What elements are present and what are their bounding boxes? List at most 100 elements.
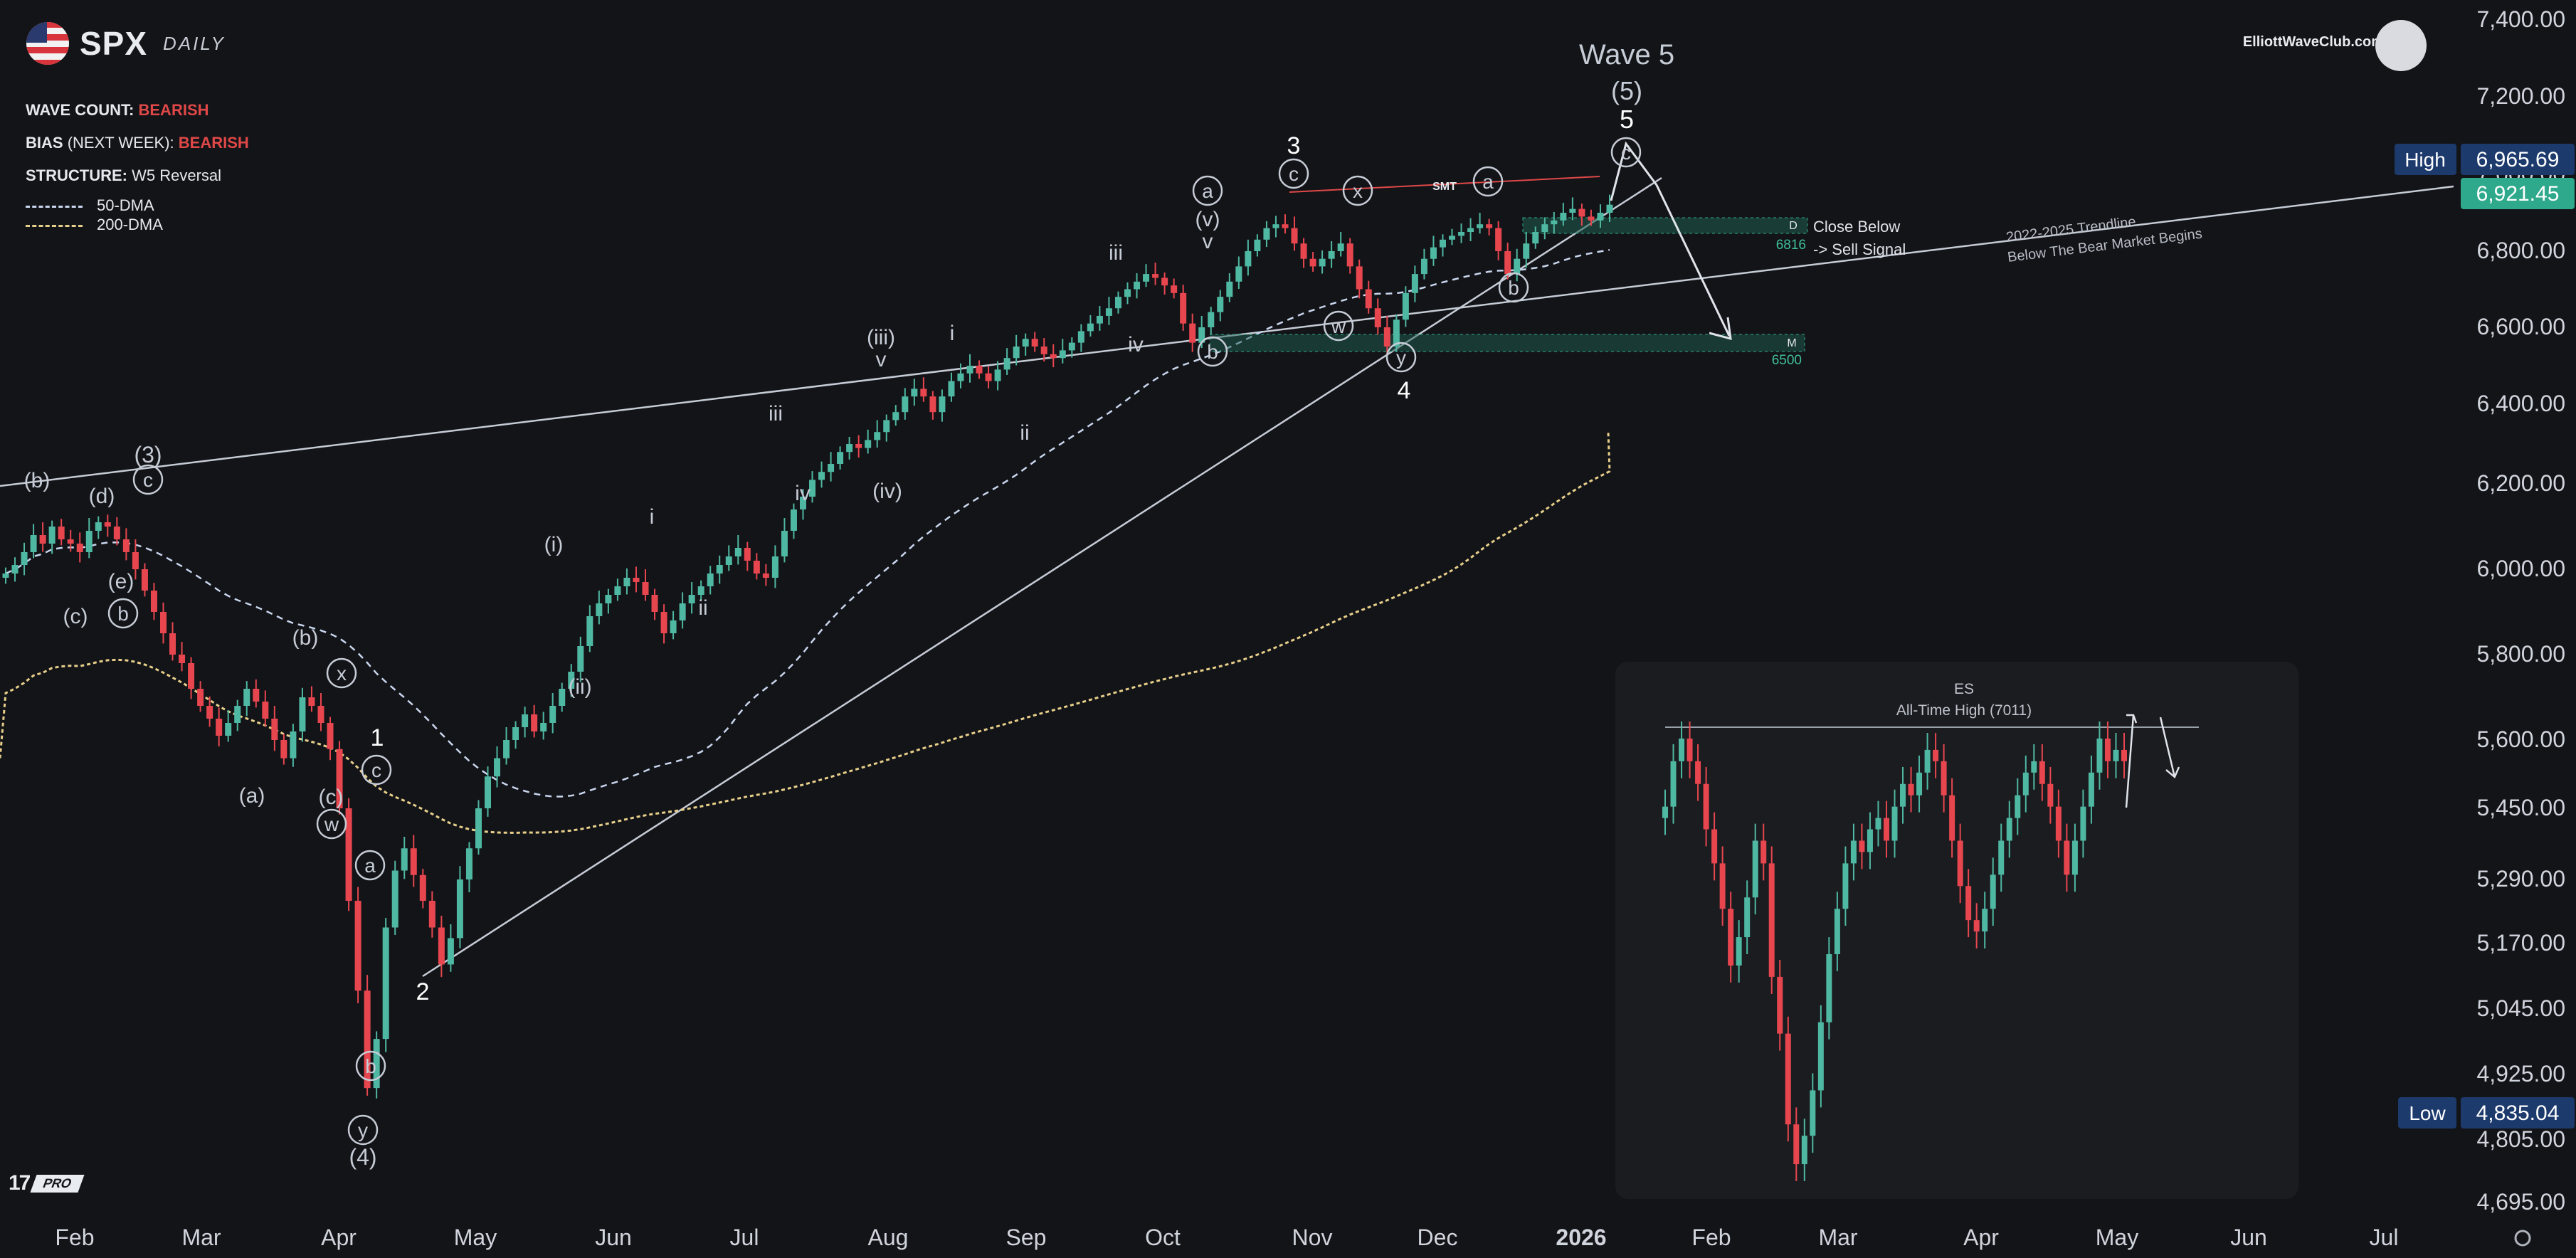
wave-label-minor: iii [769, 402, 783, 426]
dma-200-line [0, 432, 1611, 834]
inset-candle-down [1949, 795, 1955, 841]
trend-lines: SMT [0, 176, 2454, 978]
candle-down [206, 706, 213, 719]
candle-up [846, 444, 853, 453]
inset-candle-up [1842, 863, 1849, 909]
structure-value: W5 Reversal [132, 166, 222, 184]
candle-down [150, 591, 157, 612]
candle-down [1050, 354, 1057, 359]
inset-subtitle: All-Time High (7011) [1896, 702, 2032, 719]
candle-down [1504, 251, 1511, 275]
inset-candle-up [1850, 840, 1857, 864]
candle-up [373, 1039, 380, 1089]
wave-labels: Wave 5 (5) 5 (3) (4) 1 2 3 4 (b) (d) (c)… [24, 39, 1674, 1170]
candle-down [364, 990, 371, 1089]
tv-pro-badge: PRO [30, 1174, 85, 1193]
candle-down [531, 714, 538, 731]
wave-circle-letter: c [1289, 163, 1299, 185]
candle-up [911, 388, 918, 397]
candle-down [104, 522, 111, 527]
x-tick-label: Feb [55, 1225, 94, 1250]
wave-circle [347, 1114, 379, 1146]
inset-candle-up [1867, 829, 1873, 852]
wave-label-minor: (e) [108, 570, 134, 593]
x-tick-label: Mar [1818, 1225, 1857, 1250]
legend-50-label: 50-DMA [97, 196, 154, 214]
candle-down [1152, 274, 1159, 278]
timeframe-label: DAILY [163, 32, 226, 54]
candle-down [1356, 266, 1363, 290]
candle-down [169, 633, 176, 655]
candle-down [1374, 308, 1381, 327]
inset-candle-down [1908, 783, 1914, 796]
candle-down [262, 702, 269, 719]
candle-up [623, 578, 630, 586]
zone-m-value: 6500 [1772, 353, 1802, 368]
wave-label-minor: (i) [544, 533, 564, 556]
candle-up [892, 412, 899, 421]
candle-up [707, 574, 714, 586]
candle-down [1291, 228, 1298, 244]
candle-up [299, 697, 306, 731]
candle-down [920, 388, 927, 397]
low-label: Low [2409, 1102, 2446, 1124]
wave-label-major: 2 [416, 978, 430, 1005]
es-inset-panel: ES All-Time High (7011) [1615, 662, 2298, 1199]
wave-circle [316, 808, 347, 840]
x-tick-label: Apr [321, 1225, 357, 1250]
wave-count-label: WAVE COUNT: [26, 101, 134, 119]
inset-candle-up [1900, 783, 1906, 807]
candle-down [76, 544, 83, 552]
main-candles [2, 194, 1613, 1099]
candle-down [345, 808, 352, 901]
candle-up [586, 616, 593, 646]
settings-gear-icon[interactable] [2514, 1230, 2531, 1247]
candle-up [382, 927, 389, 1040]
candle-up [401, 848, 408, 871]
close-below-label: Close Below [1813, 218, 1900, 236]
symbol-header: SPX DAILY [26, 21, 226, 65]
candle-up [1254, 239, 1261, 251]
inset-candle-up [1752, 840, 1758, 898]
candle-up [1013, 347, 1020, 359]
candle-up [568, 672, 575, 689]
candle-down [132, 552, 139, 569]
candle-up [540, 723, 547, 731]
candle-down [197, 689, 204, 706]
candle-up [596, 603, 603, 616]
circled-wave-labels: c b x c w a b y a b c x a w y b c [107, 137, 1642, 1146]
x-tick-label: Jul [730, 1225, 759, 1250]
wave-circle [1610, 137, 1642, 168]
wave-circle-letter: a [1202, 180, 1213, 202]
legend-200-label: 200-DMA [97, 216, 163, 233]
candle-up [1105, 308, 1112, 316]
zone-d [1522, 217, 1808, 234]
candle-up [447, 938, 454, 965]
wave-label-minor: i [950, 322, 955, 345]
inset-candle-down [1703, 783, 1709, 830]
wave-circle [1498, 272, 1529, 303]
candle-up [243, 689, 250, 706]
candle-down [1180, 292, 1187, 324]
wave-label-minor: iv [795, 482, 811, 505]
candle-up [1523, 243, 1530, 259]
y-tick-label: 6,000.00 [2476, 556, 2565, 581]
wave-label-major: 4 [1398, 377, 1411, 404]
candle-up [1337, 243, 1344, 251]
inset-candle-up [1990, 874, 1996, 909]
candle-down [336, 749, 343, 808]
candle-up [1514, 258, 1521, 275]
wave-label-minor: ii [698, 596, 707, 620]
candle-up [966, 366, 973, 374]
zone-m [1209, 334, 1805, 352]
wave-circle [132, 464, 164, 495]
y-tick-label: 4,925.00 [2476, 1061, 2565, 1087]
candle-up [939, 396, 946, 413]
candle-down [1282, 224, 1289, 228]
candle-down [744, 548, 751, 561]
candle-down [159, 612, 167, 633]
inset-candle-down [1719, 863, 1726, 909]
inset-candle-up [2022, 772, 2029, 796]
inset-candle-up [2015, 795, 2021, 818]
